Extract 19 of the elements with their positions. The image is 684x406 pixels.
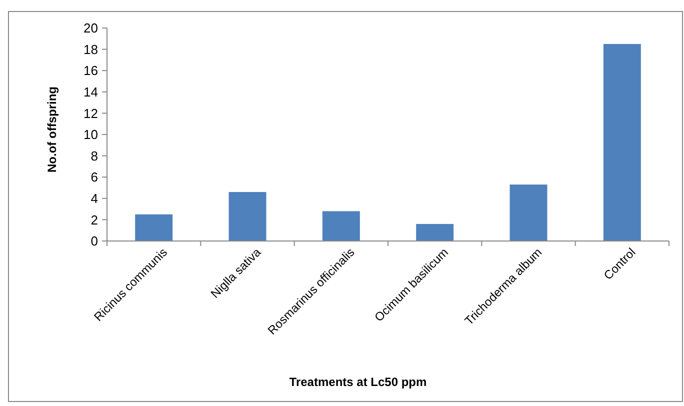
- bar: [322, 211, 360, 241]
- y-tick-label: 4: [90, 190, 98, 206]
- bar: [603, 44, 641, 241]
- x-axis-title: Treatments at Lc50 ppm: [289, 375, 427, 389]
- bar: [416, 224, 454, 241]
- bar: [510, 184, 548, 241]
- y-tick-label: 16: [84, 63, 98, 78]
- y-tick-label: 14: [84, 84, 98, 100]
- y-tick-label: 6: [90, 170, 98, 185]
- y-tick-label: 18: [84, 42, 98, 57]
- y-tick-label: 2: [90, 212, 98, 228]
- y-tick-label: 0: [90, 234, 98, 249]
- bar: [135, 214, 173, 241]
- y-tick-label: 12: [84, 106, 98, 121]
- y-axis-title: No.of offspring: [45, 86, 59, 172]
- y-tick-label: 20: [84, 20, 98, 36]
- y-tick-label: 10: [84, 127, 98, 142]
- y-tick-label: 8: [90, 148, 98, 164]
- bar: [228, 192, 266, 241]
